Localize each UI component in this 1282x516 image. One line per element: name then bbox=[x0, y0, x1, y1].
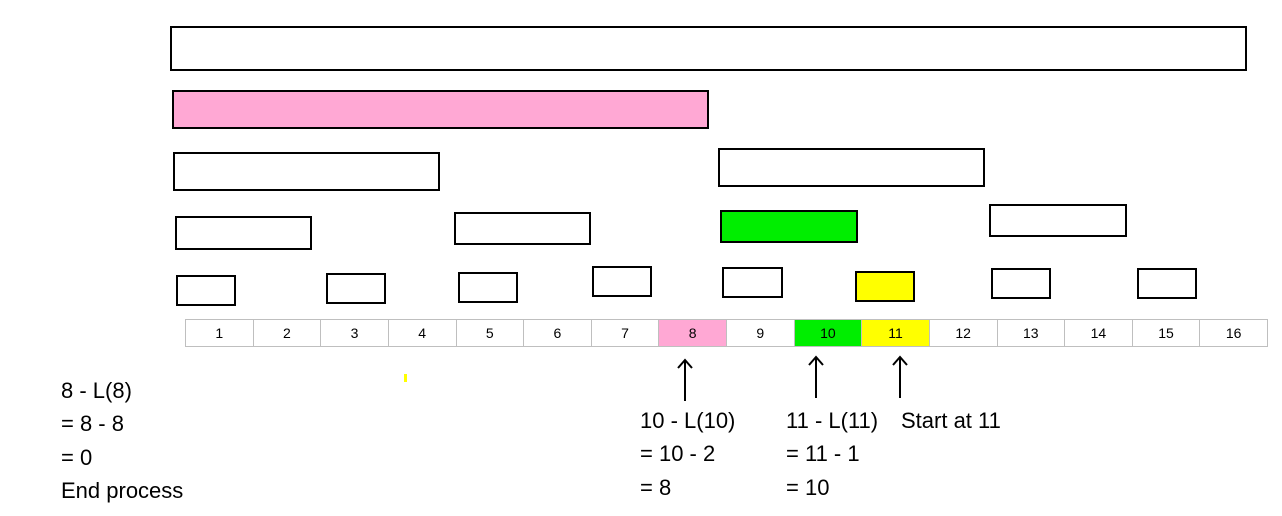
index-cell: 15 bbox=[1132, 319, 1201, 347]
index-cell: 5 bbox=[456, 319, 525, 347]
index-cell: 13 bbox=[997, 319, 1066, 347]
start-label: Start at 11 bbox=[901, 408, 1001, 433]
range-bar-1 bbox=[176, 275, 236, 306]
index-cell-highlight-yellow: 11 bbox=[862, 319, 930, 347]
calc-11-line-1: 11 - L(11) bbox=[786, 408, 879, 433]
range-bar-9 bbox=[722, 267, 783, 298]
range-bar-9-12 bbox=[718, 148, 985, 187]
range-bar-11-yellow bbox=[855, 271, 915, 302]
arrow-up-icon bbox=[892, 355, 908, 398]
end-calc-line-3: = 0 bbox=[61, 445, 93, 470]
index-cell: 16 bbox=[1200, 319, 1268, 347]
calc-11-line-2: = 11 - 1 bbox=[786, 441, 860, 466]
range-bar-9-10-green bbox=[720, 210, 858, 243]
index-cell: 14 bbox=[1065, 319, 1133, 347]
calc-10-line-1: 10 - L(10) bbox=[640, 408, 736, 433]
index-row: 1 2 3 4 5 6 7 8 9 10 11 12 13 14 15 16 bbox=[185, 319, 1268, 347]
range-bar-15 bbox=[1137, 268, 1197, 299]
index-cell: 3 bbox=[321, 319, 389, 347]
index-cell: 2 bbox=[253, 319, 322, 347]
range-bar-1-2 bbox=[175, 216, 312, 250]
end-calc-line-2: = 8 - 8 bbox=[61, 411, 124, 436]
index-cell: 6 bbox=[524, 319, 592, 347]
index-cell-highlight-pink: 8 bbox=[659, 319, 727, 347]
index-cell: 12 bbox=[929, 319, 998, 347]
range-bar-5-6 bbox=[454, 212, 591, 245]
range-bar-1-8-pink bbox=[172, 90, 709, 129]
range-bar-3 bbox=[326, 273, 386, 304]
calc-10-line-3: = 8 bbox=[640, 475, 672, 500]
range-bar-1-4 bbox=[173, 152, 440, 191]
arrow-up-icon bbox=[808, 355, 824, 398]
range-bar-7 bbox=[592, 266, 652, 297]
index-cell-highlight-green: 10 bbox=[794, 319, 863, 347]
range-bar-13-14 bbox=[989, 204, 1127, 237]
calc-11-line-3: = 10 bbox=[786, 475, 830, 500]
index-cell: 4 bbox=[388, 319, 457, 347]
calc-10-line-2: = 10 - 2 bbox=[640, 441, 716, 466]
index-cell: 9 bbox=[727, 319, 795, 347]
highlight-speck bbox=[404, 374, 407, 382]
end-calc-line-1: 8 - L(8) bbox=[61, 378, 132, 403]
range-bar-13 bbox=[991, 268, 1051, 299]
range-bar-5 bbox=[458, 272, 518, 303]
range-bar-1-16 bbox=[170, 26, 1247, 71]
index-cell: 7 bbox=[591, 319, 660, 347]
arrow-up-icon bbox=[677, 358, 693, 401]
index-cell: 1 bbox=[185, 319, 254, 347]
end-calc-line-4: End process bbox=[61, 478, 184, 503]
